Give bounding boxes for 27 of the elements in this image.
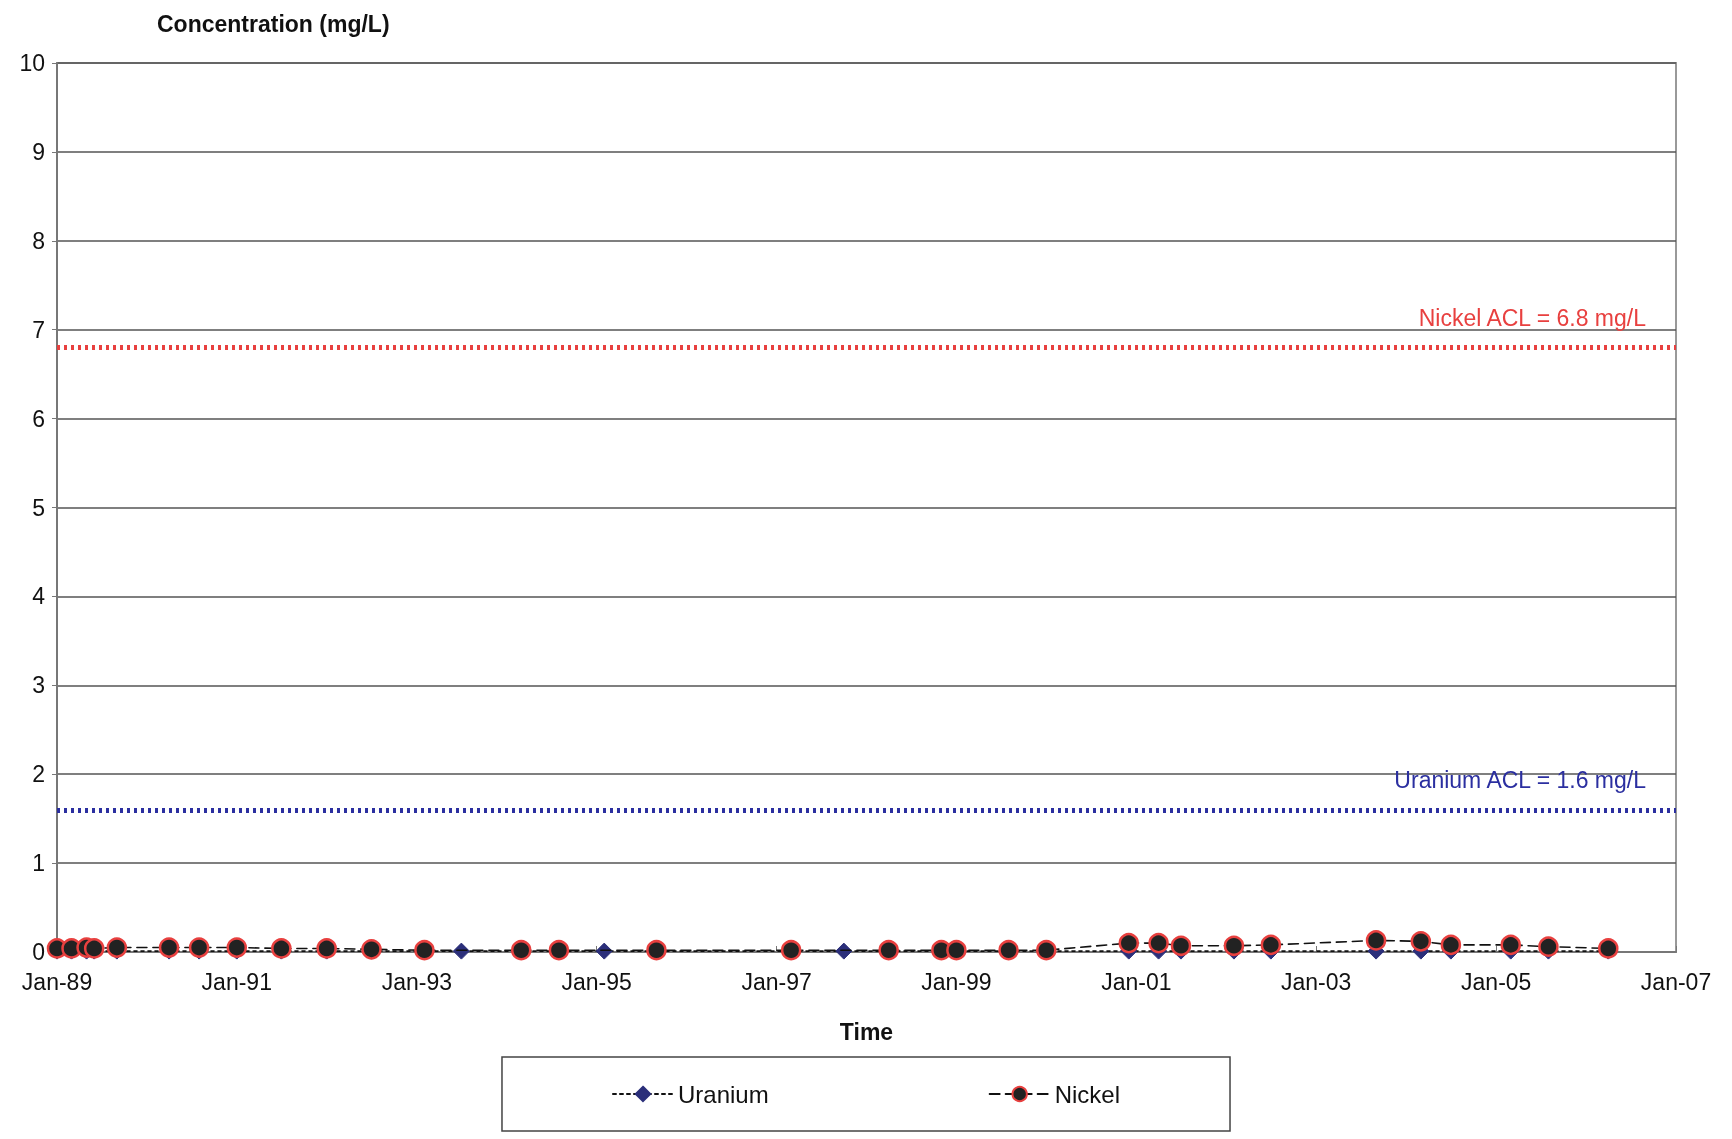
x-tick-label: Jan-07: [1640, 968, 1712, 995]
x-tick-label: Jan-89: [21, 968, 93, 995]
x-tick-label: Jan-97: [741, 968, 812, 995]
y-tick-label: 1: [32, 850, 45, 877]
y-axis-title: Concentration (mg/L): [157, 10, 390, 37]
y-tick-label: 0: [32, 939, 45, 965]
x-tick-label: Jan-93: [381, 968, 452, 995]
y-tick-label: 2: [32, 761, 45, 788]
y-tick-label: 3: [32, 672, 45, 699]
x-tick-label: Jan-95: [561, 968, 632, 995]
y-tick-label: 4: [32, 583, 46, 610]
legend-label: Nickel: [1054, 1080, 1121, 1108]
ref-line-label: Nickel ACL = 6.8 mg/L: [1418, 304, 1647, 331]
y-tick-label: 9: [32, 138, 45, 165]
ref-line-label: Uranium ACL = 1.6 mg/L: [1394, 767, 1647, 794]
y-tick-label: 5: [32, 494, 45, 521]
x-tick-label: Jan-05: [1461, 968, 1532, 995]
y-tick-label: 7: [32, 316, 45, 343]
x-tick-label: Jan-01: [1101, 968, 1172, 995]
x-tick-label: Jan-99: [921, 968, 992, 995]
x-tick-label: Jan-03: [1281, 968, 1352, 995]
y-tick-label: 8: [32, 227, 45, 254]
x-tick-label: Jan-91: [201, 968, 272, 995]
x-axis-title: Time: [839, 1018, 894, 1045]
legend-label: Uranium: [677, 1080, 769, 1108]
y-tick-label: 6: [32, 405, 45, 432]
y-tick-label: 10: [19, 50, 45, 76]
